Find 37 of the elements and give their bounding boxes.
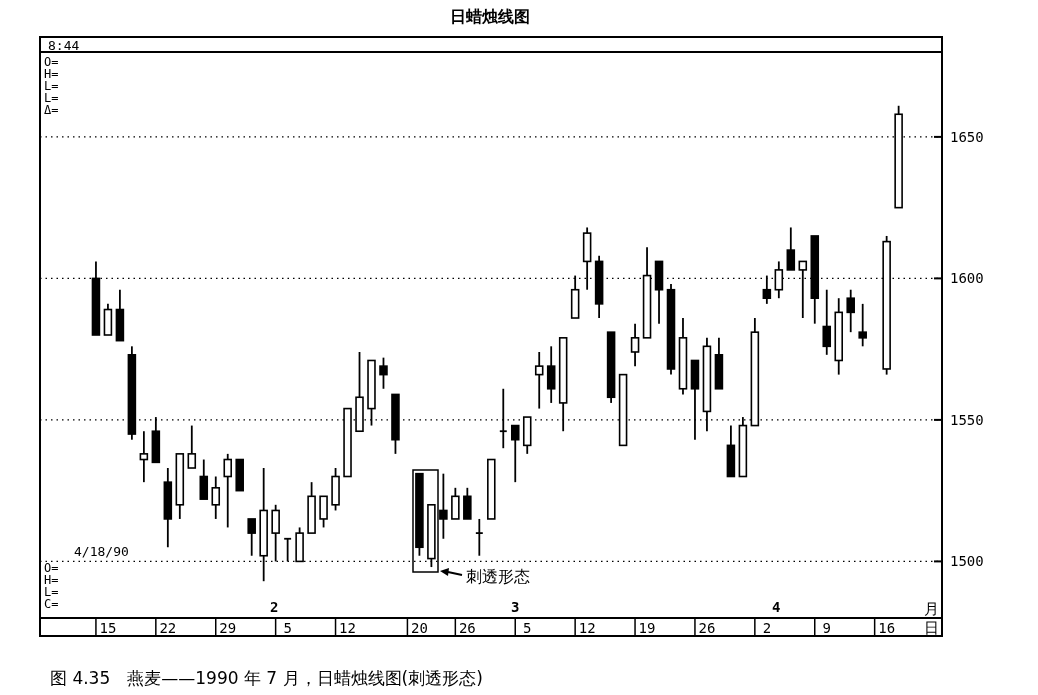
y-tick-label: 1500 xyxy=(950,553,984,570)
x-tick-label: 29 xyxy=(219,620,237,636)
text: Δ= xyxy=(44,103,59,117)
annotation: 刺透形态 xyxy=(466,567,530,586)
chart-title: 日蜡烛线图 xyxy=(450,7,530,26)
x-tick-label: 26 xyxy=(698,620,716,636)
x-tick-label: 2 xyxy=(762,620,772,636)
text: L= xyxy=(44,79,59,93)
text: 月 xyxy=(924,600,939,618)
text: O= xyxy=(44,561,59,575)
text: H= xyxy=(44,573,59,587)
caption: 图 4.35 燕麦——1990 年 7 月，日蜡烛线图(刺透形态) xyxy=(50,668,483,688)
y-tick-label: 1600 xyxy=(950,270,984,287)
y-tick-label: 1650 xyxy=(950,128,984,145)
annotation: 4/18/90 xyxy=(74,544,129,559)
text: H= xyxy=(44,67,59,81)
text: O= xyxy=(44,55,59,69)
annotation: 4 xyxy=(772,599,781,615)
x-tick-label: 16 xyxy=(878,620,896,636)
x-tick-label: 12 xyxy=(578,620,596,636)
y-tick-label: 1550 xyxy=(950,411,984,428)
x-tick-label: 19 xyxy=(638,620,656,636)
text: L= xyxy=(44,91,59,105)
x-tick-label: 5 xyxy=(283,620,292,636)
annotation: 2 xyxy=(270,599,279,615)
text: 日 xyxy=(924,619,939,637)
x-tick-label: 9 xyxy=(822,620,831,636)
text: C= xyxy=(44,597,59,611)
x-tick-label: 12 xyxy=(339,620,356,636)
x-tick-label: 5 xyxy=(523,620,532,636)
x-tick-label: 20 xyxy=(410,620,428,636)
annotation: 3 xyxy=(511,599,520,615)
x-tick-label: 15 xyxy=(99,620,117,636)
text: 8:44 xyxy=(48,38,80,53)
text: L= xyxy=(44,585,59,599)
x-tick-label: 22 xyxy=(159,620,177,636)
x-tick-label: 26 xyxy=(458,620,476,636)
